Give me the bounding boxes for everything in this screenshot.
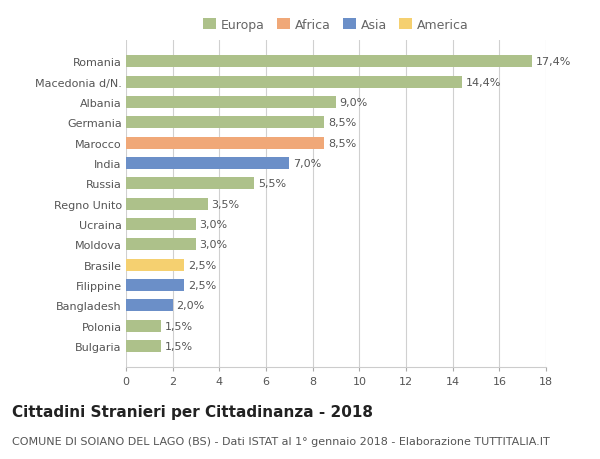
Text: COMUNE DI SOIANO DEL LAGO (BS) - Dati ISTAT al 1° gennaio 2018 - Elaborazione TU: COMUNE DI SOIANO DEL LAGO (BS) - Dati IS… (12, 436, 550, 446)
Bar (126, 137, 325, 150)
Bar (126, 320, 161, 332)
Text: 3,0%: 3,0% (199, 240, 227, 250)
Bar (126, 198, 208, 210)
Bar (126, 300, 173, 312)
Text: 3,5%: 3,5% (211, 199, 239, 209)
Bar (126, 340, 161, 353)
Text: 1,5%: 1,5% (164, 341, 193, 351)
Bar (126, 239, 196, 251)
Text: 7,0%: 7,0% (293, 159, 321, 168)
Bar (126, 56, 532, 68)
Text: 17,4%: 17,4% (535, 57, 571, 67)
Bar (126, 76, 462, 89)
Bar (126, 97, 336, 109)
Bar (126, 178, 254, 190)
Bar (126, 117, 325, 129)
Bar (126, 157, 289, 170)
Text: 3,0%: 3,0% (199, 219, 227, 230)
Text: 2,5%: 2,5% (188, 280, 216, 291)
Text: Cittadini Stranieri per Cittadinanza - 2018: Cittadini Stranieri per Cittadinanza - 2… (12, 404, 373, 419)
Text: 2,0%: 2,0% (176, 301, 205, 311)
Text: 9,0%: 9,0% (340, 98, 368, 108)
Text: 14,4%: 14,4% (466, 78, 501, 88)
Text: 1,5%: 1,5% (164, 321, 193, 331)
Legend: Europa, Africa, Asia, America: Europa, Africa, Asia, America (203, 19, 469, 32)
Bar (126, 259, 184, 271)
Text: 8,5%: 8,5% (328, 139, 356, 148)
Text: 8,5%: 8,5% (328, 118, 356, 128)
Text: 2,5%: 2,5% (188, 260, 216, 270)
Text: 5,5%: 5,5% (258, 179, 286, 189)
Bar (126, 280, 184, 291)
Bar (126, 218, 196, 230)
